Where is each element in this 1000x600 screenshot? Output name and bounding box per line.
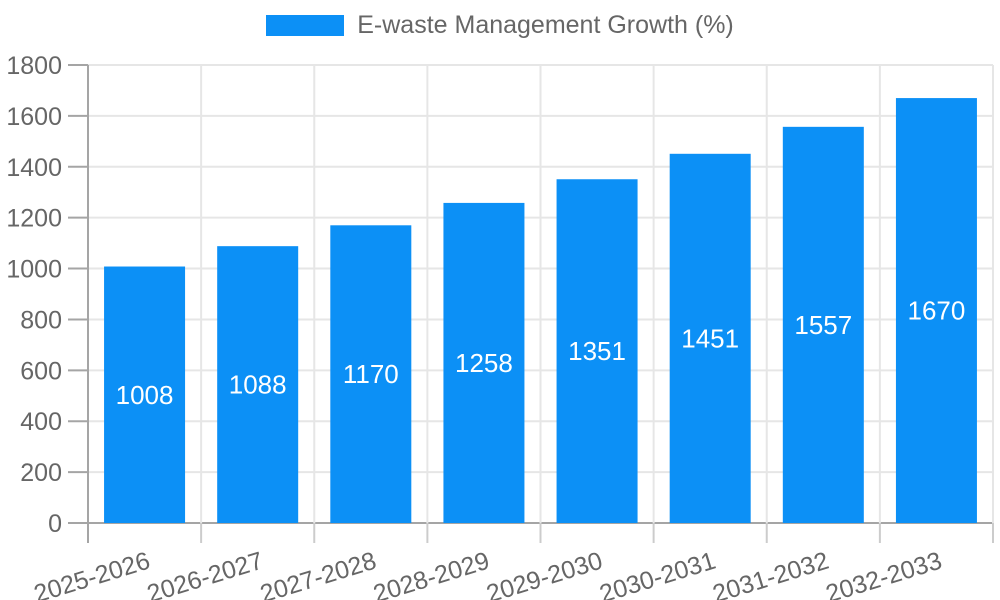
bar-value-label: 1008 — [116, 380, 174, 410]
x-axis-tick-label: 2031-2032 — [709, 547, 832, 600]
bar-value-label: 1451 — [681, 323, 739, 353]
y-axis-tick-label: 1000 — [6, 256, 62, 284]
y-axis-tick-label: 1800 — [6, 52, 62, 80]
bar-value-label: 1557 — [794, 310, 852, 340]
bar-2025-2026[interactable] — [104, 266, 186, 523]
x-axis-tick-label: 2027-2028 — [257, 547, 380, 600]
legend-swatch — [266, 14, 345, 36]
bar-2029-2030[interactable] — [556, 179, 638, 524]
y-axis-tick-label: 0 — [48, 510, 62, 538]
x-axis-tick-label: 2025-2026 — [31, 547, 154, 600]
legend-label: E-waste Management Growth (%) — [357, 10, 734, 39]
y-axis-tick-label: 1600 — [6, 103, 62, 131]
bar-value-label: 1258 — [455, 348, 513, 378]
y-axis-tick-label: 1200 — [6, 205, 62, 233]
y-axis-tick-label: 400 — [20, 408, 62, 436]
x-axis-tick-label: 2026-2027 — [144, 547, 267, 600]
bar-2030-2031[interactable] — [669, 153, 751, 523]
y-axis-tick-label: 600 — [20, 357, 62, 385]
y-axis-tick-label: 800 — [20, 306, 62, 334]
y-axis-tick-label: 1400 — [6, 154, 62, 182]
bar-2032-2033[interactable] — [895, 98, 977, 524]
bar-2026-2027[interactable] — [217, 246, 299, 524]
bar-value-label: 1170 — [343, 359, 399, 389]
bar-value-label: 1088 — [229, 370, 287, 400]
y-axis-tick-label: 200 — [20, 459, 62, 487]
chart-legend[interactable]: E-waste Management Growth (%) — [0, 0, 1000, 50]
x-axis-tick-label: 2030-2031 — [596, 547, 719, 600]
bar-2027-2028[interactable] — [330, 225, 412, 524]
bar-value-label: 1351 — [568, 336, 626, 366]
x-axis-tick-label: 2028-2029 — [370, 547, 493, 600]
bar-2031-2032[interactable] — [782, 126, 864, 523]
bar-2028-2029[interactable] — [443, 202, 525, 524]
bar-value-label: 1670 — [908, 296, 966, 326]
x-axis-tick-label: 2029-2030 — [483, 547, 606, 600]
x-axis-tick-label: 2032-2033 — [823, 547, 946, 600]
